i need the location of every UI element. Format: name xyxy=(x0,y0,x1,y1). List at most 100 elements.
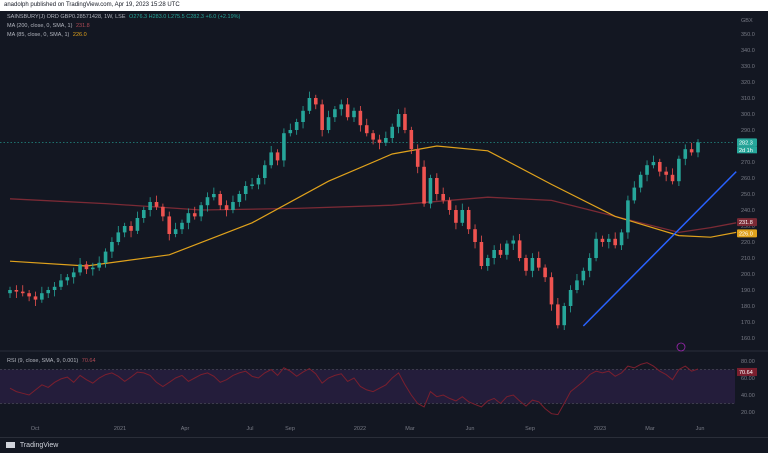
candle-body xyxy=(371,133,375,140)
candle-body xyxy=(696,142,700,153)
price-candle xyxy=(645,160,649,182)
last-price-tag: 282.3 xyxy=(737,138,757,147)
price-tick-label: 340.0 xyxy=(741,48,755,54)
candle-body xyxy=(65,277,70,281)
candle-body xyxy=(27,293,31,297)
candle-body xyxy=(301,110,305,122)
price-candle xyxy=(492,245,496,265)
price-tick-label: 220.0 xyxy=(741,240,755,246)
time-tick-label: Sep xyxy=(285,426,295,432)
candle-body xyxy=(530,258,535,271)
rsi-value-bg xyxy=(737,367,757,376)
candle-body xyxy=(657,162,662,172)
ma200-value: 231.8 xyxy=(75,23,90,29)
time-tick-label: Jun xyxy=(696,426,705,432)
footer-brand: TradingView xyxy=(19,442,59,449)
footer-bar: TradingView xyxy=(0,437,768,453)
price-candle xyxy=(333,106,337,122)
price-tick-label: 310.0 xyxy=(741,96,755,102)
published-header-text: anadolph published on TradingView.com, A… xyxy=(4,2,180,8)
price-candle xyxy=(339,99,344,116)
candle-body xyxy=(492,250,496,258)
last-price-tag-bg xyxy=(737,138,757,147)
candle-body xyxy=(594,238,598,258)
time-tick-label: Mar xyxy=(405,426,415,432)
candle-body xyxy=(422,166,426,204)
price-candle xyxy=(326,110,331,134)
price-candle xyxy=(524,254,528,276)
rsi-tick-label: 20.00 xyxy=(741,410,755,416)
candle-body xyxy=(364,125,369,134)
price-tick-label: 170.0 xyxy=(741,320,755,326)
price-candle xyxy=(358,106,363,132)
candle-body xyxy=(250,184,254,186)
candle-body xyxy=(40,293,44,300)
price-candle xyxy=(269,146,273,169)
price-candle xyxy=(186,208,191,230)
candle-body xyxy=(441,194,445,201)
support-trendline xyxy=(582,171,737,327)
price-candle xyxy=(581,267,586,286)
price-candle xyxy=(409,126,414,154)
rsi-tick-label: 60.00 xyxy=(741,376,755,382)
price-candle xyxy=(14,285,19,298)
price-chart[interactable]: 350.0340.0330.0320.0310.0300.0290.0280.0… xyxy=(0,0,768,437)
rsi-band xyxy=(0,369,735,404)
price-candle xyxy=(390,123,395,143)
candle-body xyxy=(562,306,567,326)
price-candle xyxy=(613,232,617,249)
price-candle xyxy=(148,197,152,217)
price-candle xyxy=(422,160,426,207)
price-candle xyxy=(600,235,605,247)
price-tick-label: 320.0 xyxy=(741,80,755,86)
price-candle xyxy=(97,256,101,271)
price-tick-label: 180.0 xyxy=(741,304,755,310)
candle-body xyxy=(173,229,178,234)
currency-label: GBX xyxy=(741,18,753,24)
price-candle xyxy=(275,149,280,166)
candle-body xyxy=(517,240,522,258)
candle-body xyxy=(269,152,273,166)
published-header: anadolph published on TradingView.com, A… xyxy=(0,0,768,11)
price-candle xyxy=(352,107,356,122)
price-candle xyxy=(27,290,31,302)
candle-body xyxy=(498,250,503,255)
price-candle xyxy=(607,234,611,249)
candle-body xyxy=(543,267,547,278)
price-candle xyxy=(536,251,541,271)
price-candle xyxy=(173,222,178,238)
candle-body xyxy=(14,290,19,292)
price-candle xyxy=(199,202,203,222)
ma200-legend: MA (200, close, 0, SMA, 1) 231.8 xyxy=(7,22,90,30)
price-tick-label: 290.0 xyxy=(741,128,755,134)
candle-body xyxy=(613,238,617,246)
candle-body xyxy=(409,130,414,150)
candle-body xyxy=(116,232,121,242)
candle-body xyxy=(352,110,356,118)
rsi-value: 70.64 xyxy=(81,358,96,364)
ma85-line xyxy=(9,145,737,267)
price-candle xyxy=(696,139,700,158)
price-candle xyxy=(651,155,656,169)
price-candle xyxy=(320,99,324,137)
candle-body xyxy=(536,258,541,268)
candle-body xyxy=(71,272,76,278)
candle-body xyxy=(313,98,318,105)
price-candle xyxy=(154,195,159,210)
rsi-label: RSI (9, close, SMA, 9, 0.001) xyxy=(7,358,79,364)
candle-body xyxy=(384,138,388,143)
price-candle xyxy=(282,128,286,167)
candle-body xyxy=(575,280,579,290)
candle-body xyxy=(103,251,108,263)
candle-body xyxy=(683,149,688,159)
price-tick-label: 260.0 xyxy=(741,176,755,182)
candle-body xyxy=(479,242,484,266)
ma85-value: 226.0 xyxy=(72,32,87,38)
price-candle xyxy=(65,274,70,286)
symbol-label: SAINSBURY(J) ORD GBP0.28571428, 1W, LSE xyxy=(7,14,126,20)
candle-body xyxy=(224,205,229,210)
price-candle xyxy=(556,298,560,329)
candle-body xyxy=(403,114,407,130)
candle-body xyxy=(670,174,675,182)
candle-body xyxy=(428,178,433,204)
